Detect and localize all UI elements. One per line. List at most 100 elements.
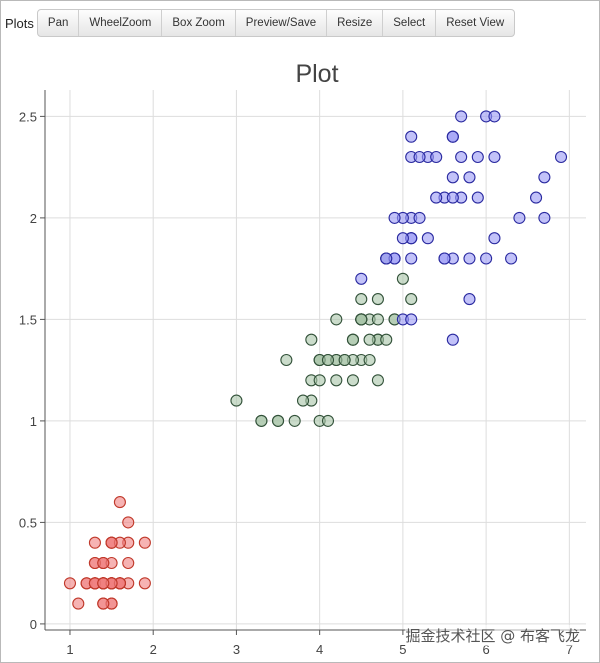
scatter-point	[63, 577, 77, 590]
scatter-point	[446, 130, 459, 143]
scatter-point	[105, 536, 118, 549]
scatter-point	[421, 232, 434, 245]
scatter-point	[122, 516, 135, 529]
toolbar-button-group: Pan WheelZoom Box Zoom Preview/Save Resi…	[36, 9, 516, 37]
scatter-point	[430, 150, 443, 164]
chart-title: Plot	[295, 60, 338, 88]
scatter-point	[330, 313, 343, 326]
scatter-point	[296, 394, 310, 407]
pan-button[interactable]: Pan	[38, 10, 80, 36]
scatter-point	[97, 577, 110, 590]
scatter-point	[380, 252, 393, 265]
scatter-point	[97, 556, 110, 570]
scatter-point	[380, 333, 393, 346]
scatter-point	[288, 414, 301, 427]
scatter-point	[413, 150, 426, 164]
scatter-point	[488, 232, 501, 245]
red-series	[63, 496, 151, 610]
scatter-point	[438, 252, 451, 265]
scatter-point	[405, 313, 418, 326]
scatter-point	[513, 211, 526, 224]
scatter-point	[388, 211, 401, 224]
scatter-point	[363, 353, 376, 367]
x-tick-label: 1	[66, 642, 73, 657]
watermark-text: 掘金技术社区 @ 布客飞龙	[405, 625, 580, 646]
scatter-point	[355, 293, 368, 306]
scatter-point	[355, 272, 368, 285]
scatter-point	[138, 536, 151, 549]
scatter-point	[330, 374, 343, 387]
scatter-point	[463, 252, 476, 265]
x-tick-label: 5	[399, 642, 406, 657]
scatter-point	[355, 313, 368, 326]
plot-toolbar: Plots Pan WheelZoom Box Zoom Preview/Sav…	[0, 8, 516, 38]
scatter-point	[321, 353, 335, 367]
box-zoom-button[interactable]: Box Zoom	[162, 10, 236, 36]
scatter-point	[313, 374, 326, 387]
x-tick-label: 4	[316, 642, 323, 657]
scatter-point	[280, 353, 293, 367]
scatter-point	[396, 232, 409, 245]
x-tick-label: 7	[566, 642, 573, 657]
scatter-point	[446, 191, 459, 204]
reset-view-button[interactable]: Reset View	[446, 17, 505, 29]
scatter-point	[396, 272, 409, 285]
scatter-point	[338, 353, 351, 367]
blue-series	[355, 110, 568, 346]
scatter-point	[405, 293, 418, 306]
scatter-point	[305, 333, 318, 346]
scatter-point	[446, 333, 459, 346]
scatter-point	[371, 293, 384, 306]
scatter-point	[554, 150, 568, 164]
wheel-zoom-button[interactable]: WheelZoom	[79, 10, 163, 36]
scatter-point	[488, 150, 501, 164]
resize-button[interactable]: Resize	[327, 10, 384, 36]
select-button[interactable]: Select	[383, 10, 437, 36]
y-tick-label: 0.5	[19, 515, 37, 530]
scatter-point	[463, 293, 476, 306]
scatter-point	[405, 130, 418, 143]
toolbar-title: Plots	[5, 15, 34, 31]
scatter-point	[113, 496, 126, 509]
green-series	[230, 252, 418, 427]
x-tick-label: 6	[483, 642, 490, 657]
scatter-point	[255, 414, 268, 427]
preview-save-button[interactable]: Preview/Save	[236, 10, 328, 36]
scatter-point	[371, 313, 384, 326]
scatter-point	[446, 171, 459, 184]
scatter-point	[538, 171, 551, 184]
scatter-point	[538, 211, 551, 224]
scatter-point	[463, 171, 476, 184]
y-tick-label: 2.5	[19, 109, 37, 124]
scatter-point	[88, 536, 101, 549]
scatter-point	[471, 191, 484, 204]
y-tick-label: 2	[30, 211, 37, 226]
scatter-point	[138, 577, 151, 590]
y-tick-label: 1	[30, 414, 37, 429]
scatter-point	[122, 556, 135, 570]
scatter-point	[480, 252, 493, 265]
scatter-point	[346, 374, 360, 387]
scatter-point	[488, 110, 501, 123]
scatter-point	[455, 110, 468, 123]
scatter-point	[471, 150, 484, 164]
scatter-point	[413, 211, 426, 224]
scatter-point	[97, 597, 110, 610]
x-tick-label: 3	[233, 642, 240, 657]
x-tick-label: 2	[150, 642, 157, 657]
y-tick-label: 1.5	[19, 312, 37, 327]
scatter-point	[72, 597, 85, 610]
scatter-point	[363, 333, 376, 346]
y-tick-label: 0	[30, 617, 37, 632]
scatter-point	[505, 252, 518, 265]
scatter-point	[271, 414, 285, 427]
data-points	[63, 110, 568, 610]
scatter-point	[405, 252, 418, 265]
scatter-point	[371, 374, 384, 387]
scatter-point	[230, 394, 243, 407]
scatter-point	[455, 150, 468, 164]
scatter-point	[321, 414, 335, 427]
scatter-point	[530, 191, 543, 204]
scatter-point	[430, 191, 443, 204]
